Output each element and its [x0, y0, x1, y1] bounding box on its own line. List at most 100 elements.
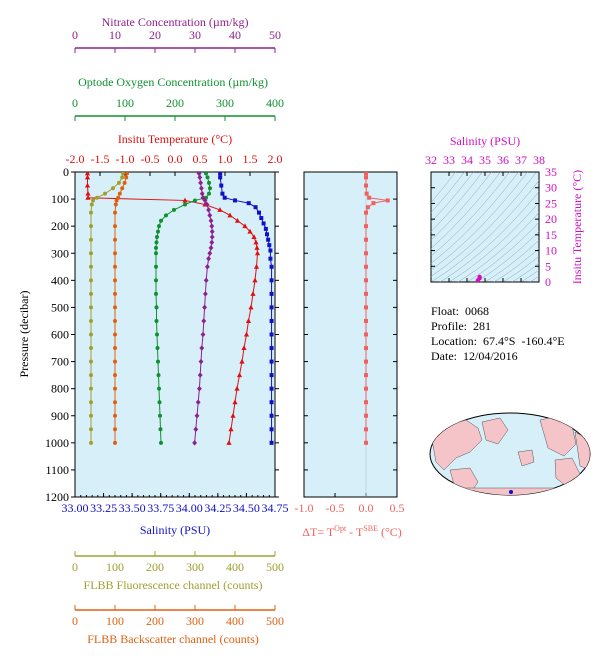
nitrate-point [192, 440, 197, 446]
backscatter-point [113, 318, 117, 323]
temperature-point [85, 194, 91, 200]
backscatter-tick-label: 200 [146, 614, 164, 628]
oxygen-point [154, 240, 159, 245]
salinity-point [269, 359, 274, 364]
delta-t-point [365, 205, 370, 210]
ts-salinity-axis-label: Salinity (PSU) [450, 134, 520, 148]
fluorescence-point [120, 175, 125, 180]
oxygen-point [155, 235, 159, 239]
nitrate-point [197, 385, 202, 392]
oxygen-point [207, 180, 211, 185]
backscatter-point [113, 237, 117, 242]
backscatter-point [113, 400, 117, 405]
temperature-point [226, 440, 232, 445]
nitrate-point [207, 250, 213, 257]
fluorescence-axis-label: FLBB Fluorescence channel (counts) [84, 578, 263, 592]
backscatter-point [113, 413, 117, 418]
ts-density-contour [431, 179, 539, 282]
temperature-point [254, 245, 260, 250]
nitrate-point [209, 239, 215, 246]
fluorescence-point [89, 318, 93, 323]
temperature-point [84, 174, 91, 180]
oxygen-tick-label: 100 [116, 96, 134, 110]
delta-t-point [364, 332, 368, 337]
ts-density-contour [529, 275, 539, 282]
nitrate-point [202, 304, 207, 311]
fluorescence-point [89, 373, 93, 378]
pressure-tick-label: 1100 [45, 463, 69, 477]
nitrate-point [201, 318, 207, 324]
temperature-point [85, 190, 91, 196]
ts-density-contour [493, 248, 539, 282]
delta-t-axis-label: ΔT= TOpt - TSBE (°C) [302, 524, 402, 539]
salinity-point [269, 427, 274, 432]
delta-t-point [364, 210, 368, 215]
ts-salinity-tick-label: 32 [425, 153, 437, 167]
salinity-tick-label: 34.00 [176, 501, 203, 515]
temperature-point [241, 345, 247, 351]
pressure-tick-label: 1000 [45, 436, 69, 450]
float-id: Float: 0068 [431, 304, 490, 318]
fluorescence-point [117, 180, 121, 185]
profile-number: Profile: 281 [431, 319, 491, 333]
pressure-tick-label: 800 [51, 382, 69, 396]
pressure-tick-label: 900 [51, 409, 69, 423]
temperature-line [87, 173, 259, 443]
salinity-point [261, 221, 266, 226]
temperature-point [234, 385, 240, 391]
fluorescence-tick-label: 400 [226, 560, 244, 574]
nitrate-point [194, 412, 200, 419]
salinity-tick-label: 33.00 [62, 501, 89, 515]
pressure-tick-label: 700 [51, 355, 69, 369]
temperature-point [253, 263, 260, 269]
salinity-point [269, 332, 274, 337]
oxygen-point [157, 400, 162, 405]
oxygen-point [154, 264, 158, 269]
delta-t-series [364, 172, 390, 497]
fluorescence-tick-label: 100 [106, 560, 124, 574]
nitrate-point [204, 201, 210, 208]
oxygen-point [154, 251, 158, 256]
salinity-point [268, 248, 273, 253]
pressure-tick-label: 100 [51, 192, 69, 206]
salinity-point [267, 243, 272, 248]
salinity-point [265, 232, 269, 237]
oxygen-point [156, 229, 160, 234]
oxygen-point [207, 191, 211, 196]
salinity-point [218, 172, 223, 176]
ts-density-contour [431, 172, 519, 264]
delta-t-point [364, 291, 368, 296]
oxygen-point [157, 224, 161, 229]
pressure-axis-label: Pressure (decibar) [17, 291, 31, 378]
ts-temperature-tick-label: 0 [545, 275, 551, 289]
backscatter-point [113, 291, 117, 296]
salinity-point [257, 210, 261, 215]
delta-t-point [364, 413, 368, 418]
fluorescence-tick-label: 0 [72, 560, 78, 574]
delta-t-point [364, 183, 368, 188]
salinity-point [269, 278, 274, 283]
nitrate-point [205, 263, 210, 270]
oxygen-point [205, 175, 210, 180]
nitrate-point [203, 291, 208, 297]
ts-density-contour [431, 172, 501, 249]
delta-t-point [364, 359, 368, 364]
float-info-panel: Float: 0068 Profile: 281 Location: 67.4°… [431, 304, 565, 364]
nitrate-tick-label: 30 [189, 28, 201, 42]
oxygen-point [158, 413, 162, 418]
fluorescence-point [89, 305, 93, 310]
oxygen-point [204, 172, 208, 176]
temperature-axis-label: Insitu Temperature (°C) [118, 132, 232, 146]
temperature-point [243, 331, 250, 337]
backscatter-point [113, 373, 117, 378]
nitrate-tick-label: 0 [72, 28, 78, 42]
oxygen-point [158, 427, 163, 432]
temperature-point [242, 223, 248, 229]
delta-t-plot-background [303, 171, 398, 498]
fluorescence-point [89, 291, 93, 296]
nitrate-point [203, 277, 209, 284]
ts-density-contour [431, 172, 465, 213]
delta-t-point [364, 251, 368, 256]
nitrate-tick-label: 40 [229, 28, 241, 42]
backscatter-point [124, 175, 129, 180]
